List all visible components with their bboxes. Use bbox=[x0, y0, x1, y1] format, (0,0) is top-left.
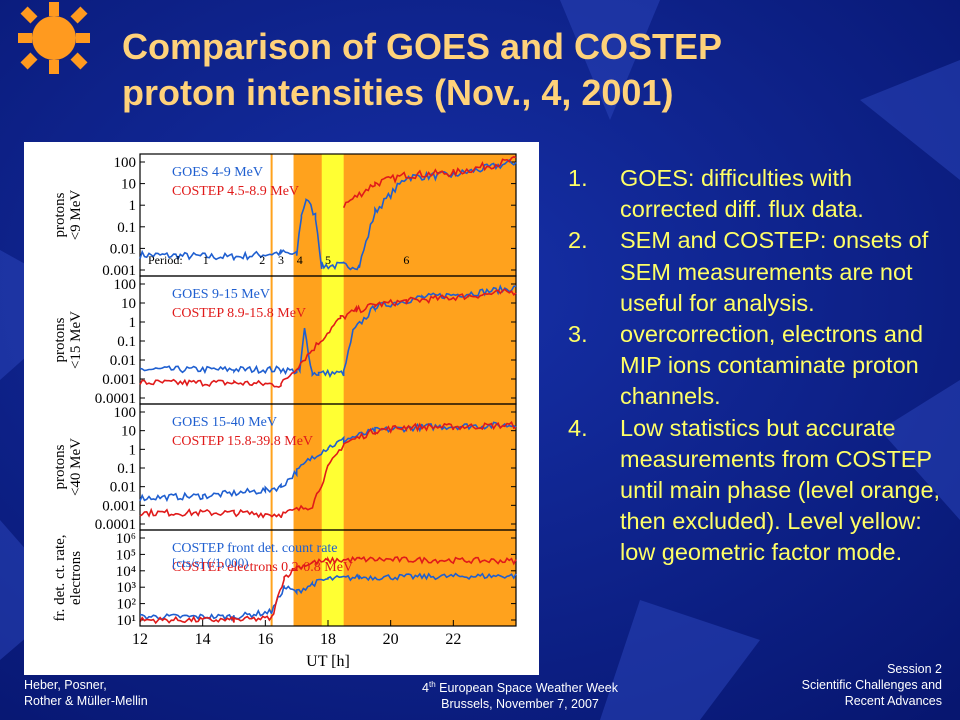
y-tick-label: 0.01 bbox=[110, 353, 136, 369]
y-tick-label: 0.01 bbox=[110, 480, 136, 496]
bullet-number: 2. bbox=[568, 227, 588, 254]
footer-session-line-1: Session 2 bbox=[887, 662, 942, 676]
series-line bbox=[139, 420, 517, 519]
y-tick-label: 0.001 bbox=[102, 372, 136, 388]
x-tick-label: 20 bbox=[383, 631, 399, 648]
footer-event-line-2: Brussels, November 7, 2007 bbox=[441, 697, 599, 712]
y-tick-label: 1 bbox=[129, 315, 137, 331]
y-tick-label: 0.001 bbox=[102, 498, 136, 514]
footer-event-name: European Space Weather Week bbox=[435, 681, 618, 696]
x-tick-label: 16 bbox=[257, 631, 273, 648]
y-axis-label: <40 MeV bbox=[68, 438, 84, 496]
y-tick-label: 0.01 bbox=[110, 241, 136, 257]
footer-authors-line-2: Rother & Müller-Mellin bbox=[24, 694, 148, 708]
series-line bbox=[139, 158, 517, 271]
slide-title: Comparison of GOES and COSTEP proton int… bbox=[122, 24, 942, 116]
y-tick-label: 0.1 bbox=[117, 461, 136, 477]
period-number: 6 bbox=[403, 253, 409, 267]
y-tick-label: 0.0001 bbox=[95, 391, 136, 407]
bullet-list: 1. GOES: difficulties with corrected diff… bbox=[568, 163, 948, 569]
bullet-item-2: 2. SEM and COSTEP: onsets of SEM measurem… bbox=[568, 225, 948, 319]
period-label: Period: bbox=[148, 253, 183, 267]
footer-authors: Heber, Posner, Rother & Müller-Mellin bbox=[24, 677, 148, 709]
series-line bbox=[139, 421, 517, 503]
y-tick-label: 100 bbox=[114, 405, 137, 421]
y-tick-label: 10⁵ bbox=[116, 547, 136, 563]
period-number: 5 bbox=[325, 253, 331, 267]
bullet-number: 1. bbox=[568, 165, 588, 191]
y-tick-label: 0.1 bbox=[117, 334, 136, 350]
chart-panel: 100 10 1 0.1 0.01 0.001 protons <9 MeV GOES 4-9 … bbox=[24, 142, 539, 675]
title-line-1: Comparison of GOES and COSTEP bbox=[122, 26, 723, 67]
bullet-text: GOES: difficulties with corrected diff. … bbox=[620, 165, 864, 223]
y-tick-label: 100 bbox=[114, 277, 137, 293]
legend-entry: GOES 4-9 MeV bbox=[172, 165, 263, 180]
series-line bbox=[139, 288, 517, 388]
bullet-item-3: 3. overcorrection, electrons and MIP ions… bbox=[568, 319, 948, 413]
y-tick-label: 10 bbox=[121, 424, 136, 440]
x-tick-label: 12 bbox=[132, 631, 148, 648]
legend-entry: COSTEP 8.9-15.8 MeV bbox=[172, 306, 306, 321]
x-tick-label: 22 bbox=[445, 631, 461, 648]
bullet-text: overcorrection, electrons and MIP ions c… bbox=[620, 321, 924, 410]
footer-event-ordinal: 4 bbox=[422, 681, 429, 696]
footer-event: 4th European Space Weather Week Brussels… bbox=[340, 677, 700, 712]
series-line bbox=[139, 284, 517, 379]
footer-event-superscript: th bbox=[428, 680, 436, 689]
y-tick-label: 1 bbox=[129, 198, 137, 214]
series-line bbox=[342, 155, 517, 209]
footer-authors-line-1: Heber, Posner, bbox=[24, 678, 107, 692]
y-axis-label: <15 MeV bbox=[68, 311, 84, 369]
footer-event-line-1: 4th European Space Weather Week bbox=[340, 677, 700, 696]
legend-entry: GOES 15-40 MeV bbox=[172, 415, 277, 430]
y-tick-label: 10 bbox=[121, 296, 136, 312]
legend-entry: COSTEP front det. count rate bbox=[172, 541, 338, 556]
y-axis-label: protons bbox=[52, 317, 68, 362]
y-axis-label: protons bbox=[52, 192, 68, 237]
y-tick-label: 0.001 bbox=[102, 263, 136, 279]
y-tick-label: 1 bbox=[129, 442, 137, 458]
y-axis-label: fr. det. ct. rate, bbox=[52, 534, 68, 621]
x-tick-label: 18 bbox=[320, 631, 336, 648]
footer-session: Session 2 Scientific Challenges and Rece… bbox=[802, 661, 942, 709]
bullet-text: Low statistics but accurate measurements… bbox=[620, 414, 941, 566]
y-tick-label: 10⁴ bbox=[116, 564, 136, 580]
legend-units: [cts/s] (/1,000) bbox=[172, 555, 249, 570]
bullet-item-4: 4. Low statistics but accurate measuremen… bbox=[568, 413, 948, 569]
title-line-2: proton intensities (Nov., 4, 2001) bbox=[122, 72, 674, 113]
y-tick-label: 0.1 bbox=[117, 220, 136, 236]
legend-entry: COSTEP 15.8-39.8 MeV bbox=[172, 434, 313, 449]
bullet-number: 3. bbox=[568, 321, 588, 348]
y-tick-label: 10 bbox=[121, 177, 136, 193]
y-tick-label: 100 bbox=[114, 155, 137, 171]
footer-session-line-3: Recent Advances bbox=[844, 694, 942, 708]
y-tick-label: 10² bbox=[117, 597, 137, 613]
bullet-text: SEM and COSTEP: onsets of SEM measuremen… bbox=[620, 227, 929, 316]
bullet-item-1: 1. GOES: difficulties with corrected diff… bbox=[568, 163, 948, 225]
bullet-number: 4. bbox=[568, 414, 588, 441]
legend-entry: COSTEP electrons 0.2-0.8 MeV bbox=[172, 560, 353, 575]
y-tick-label: 10⁶ bbox=[116, 531, 136, 547]
sun-logo-icon bbox=[18, 2, 90, 74]
x-axis-label: UT [h] bbox=[306, 653, 350, 670]
period-number: 4 bbox=[297, 253, 303, 267]
y-tick-label: 0.0001 bbox=[95, 517, 136, 533]
period-number: 3 bbox=[278, 253, 284, 267]
y-tick-label: 10¹ bbox=[117, 613, 137, 629]
footer-session-line-2: Scientific Challenges and bbox=[801, 678, 942, 692]
y-tick-label: 10³ bbox=[117, 580, 137, 596]
period-number: 2 bbox=[259, 253, 265, 267]
yellow-band bbox=[321, 154, 344, 626]
period-number: 1 bbox=[203, 253, 209, 267]
y-axis-label: electrons bbox=[68, 551, 84, 605]
y-axis-label: <9 MeV bbox=[68, 190, 84, 241]
legend-entry: GOES 9-15 MeV bbox=[172, 287, 270, 302]
x-tick-label: 14 bbox=[195, 631, 211, 648]
series-line bbox=[139, 555, 517, 625]
legend-entry: COSTEP 4.5-8.9 MeV bbox=[172, 184, 299, 199]
y-axis-label: protons bbox=[52, 444, 68, 489]
